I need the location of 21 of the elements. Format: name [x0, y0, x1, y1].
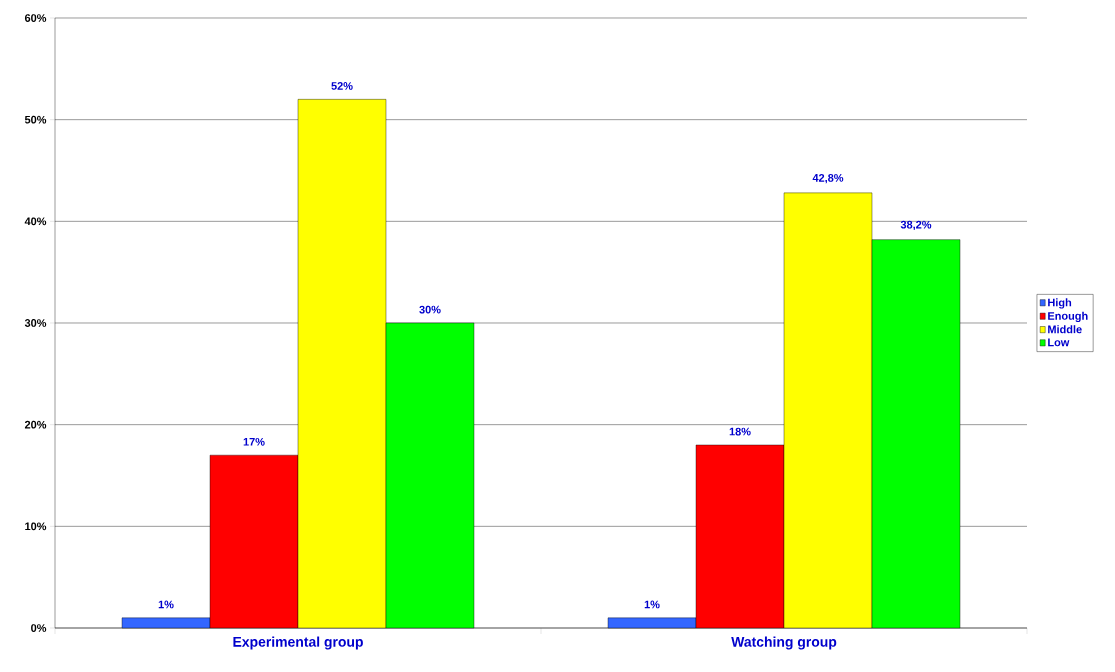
y-tick-label: 0%: [31, 624, 47, 632]
y-tick-label: 20%: [24, 420, 47, 429]
data-label: 30%: [419, 305, 441, 314]
x-tick-label: Experimental group: [233, 636, 363, 650]
y-tick-label: 50%: [24, 115, 47, 124]
legend-label: Low: [1048, 338, 1070, 347]
y-tick-label: 10%: [25, 522, 47, 531]
data-label: 1%: [158, 600, 174, 609]
data-label: 18%: [729, 427, 751, 436]
legend-label: High: [1048, 298, 1072, 309]
y-tick-label: 60%: [24, 14, 47, 22]
legend-label: Middle: [1048, 325, 1082, 334]
y-tick-label: 30%: [24, 319, 47, 327]
data-label: 17%: [243, 437, 265, 446]
data-label: 1%: [644, 600, 660, 609]
x-tick-label: Watching group: [731, 636, 837, 650]
data-label: 42,8%: [812, 174, 844, 184]
data-label: 38,2%: [900, 220, 932, 231]
data-label: 52%: [331, 82, 353, 90]
y-tick-label: 40%: [24, 217, 47, 226]
legend-label: Enough: [1048, 311, 1088, 323]
